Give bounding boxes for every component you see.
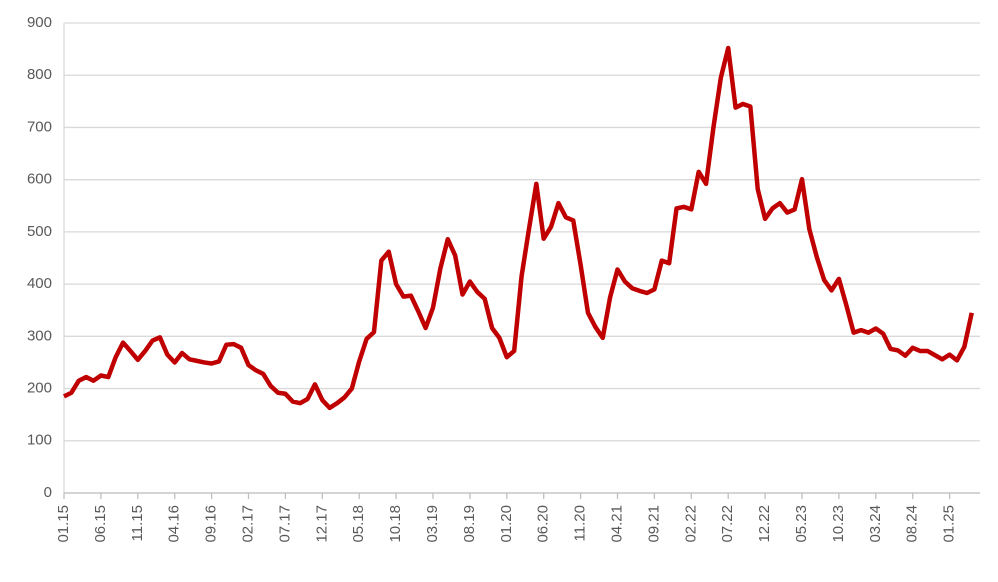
x-tick-label: 01.20	[498, 505, 515, 543]
x-tick-label: 12.17	[313, 505, 330, 543]
x-tick-label: 08.24	[904, 505, 921, 543]
x-tick-label: 02.17	[239, 505, 256, 543]
x-tick-label: 06.20	[535, 505, 552, 543]
y-tick-label: 100	[27, 432, 52, 449]
x-tick-label: 04.16	[166, 505, 183, 543]
x-tick-label: 09.16	[203, 505, 220, 543]
y-tick-label: 600	[27, 171, 52, 188]
y-tick-label: 200	[27, 380, 52, 397]
x-tick-label: 03.19	[424, 505, 441, 543]
x-tick-label: 07.22	[719, 505, 736, 543]
x-tick-label: 08.19	[461, 505, 478, 543]
x-tick-label: 12.22	[756, 505, 773, 543]
x-tick-label: 01.25	[941, 505, 958, 543]
x-tick-label: 11.20	[572, 505, 589, 541]
y-tick-label: 700	[27, 118, 52, 135]
y-tick-label: 500	[27, 223, 52, 240]
x-tick-label: 04.21	[608, 505, 625, 543]
x-tick-label: 05.18	[350, 505, 367, 543]
x-tick-label: 10.23	[830, 505, 847, 543]
y-tick-label: 900	[27, 14, 52, 31]
x-tick-label: 07.17	[276, 505, 293, 543]
y-tick-label: 400	[27, 275, 52, 292]
y-tick-label: 300	[27, 327, 52, 344]
line-series	[63, 45, 974, 411]
x-tick-label: 01.15	[55, 505, 72, 543]
y-tick-label: 800	[27, 66, 52, 83]
x-tick-label: 11.15	[129, 505, 146, 541]
x-tick-label: 02.22	[682, 505, 699, 543]
x-tick-label: 06.15	[92, 505, 109, 543]
x-tick-label: 05.23	[793, 505, 810, 543]
y-tick-label: 0	[44, 484, 52, 501]
x-tick-label: 09.21	[645, 505, 662, 543]
x-tick-label: 03.24	[867, 505, 884, 543]
x-tick-label: 10.18	[387, 505, 404, 543]
